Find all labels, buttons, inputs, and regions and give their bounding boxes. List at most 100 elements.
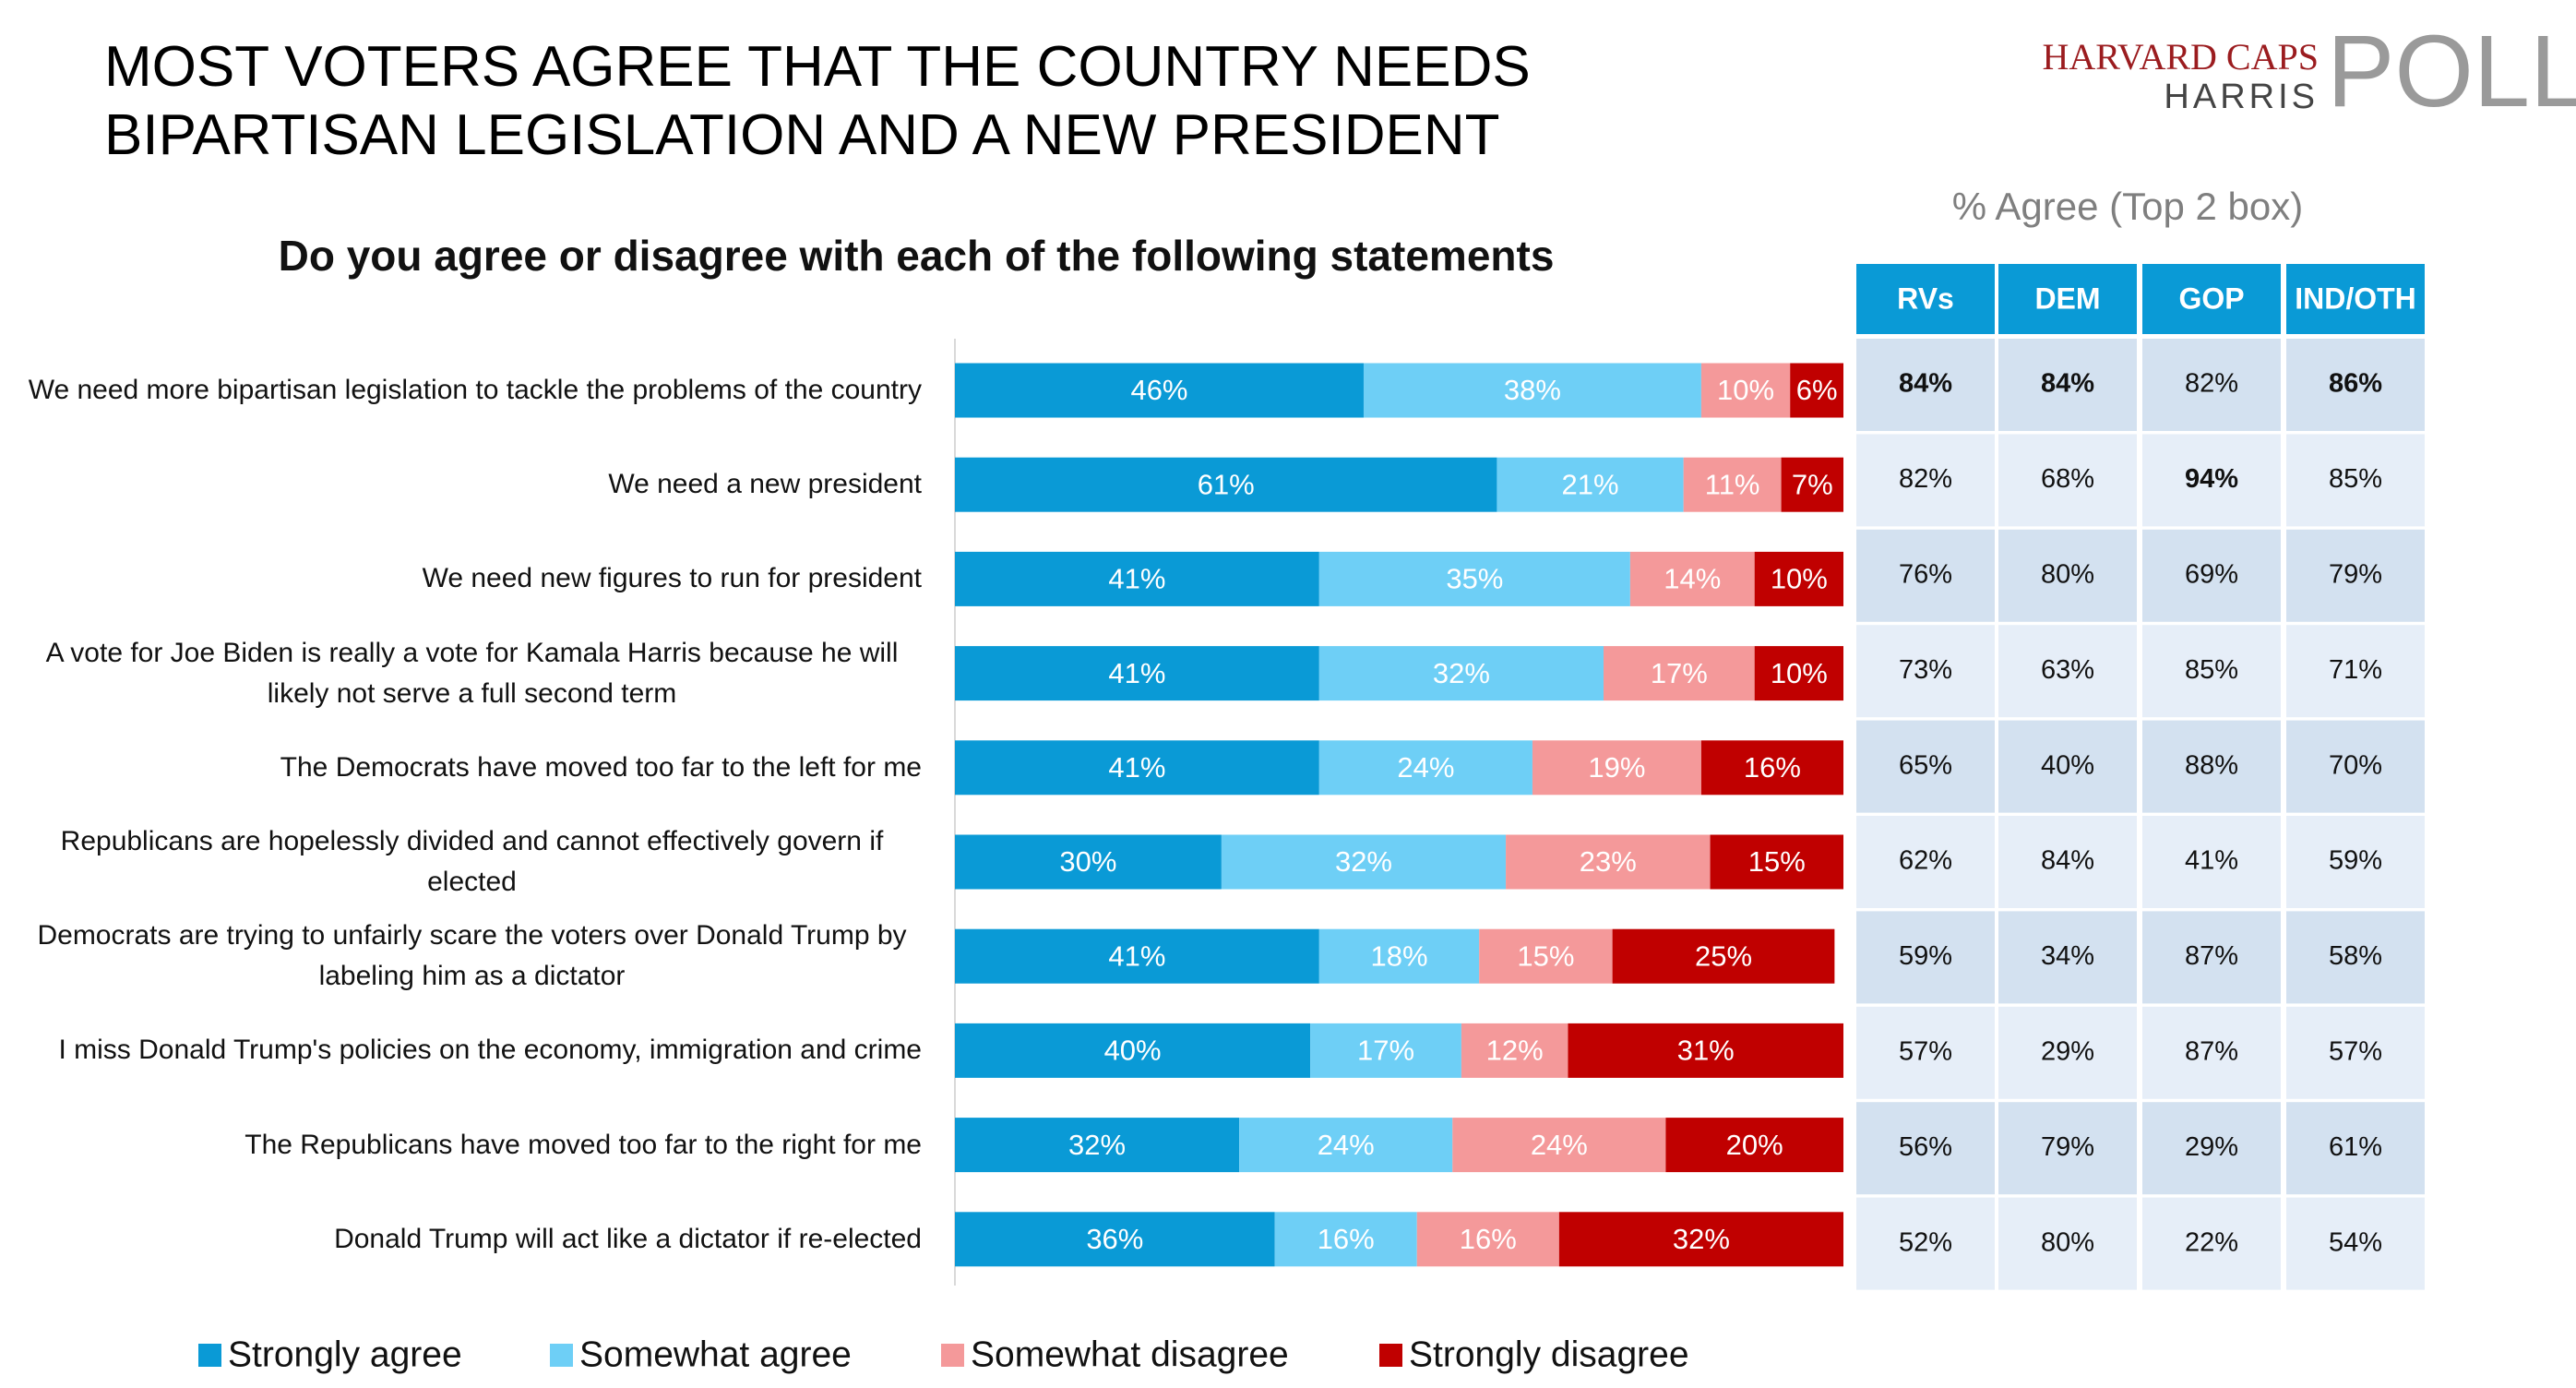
table-cell-text: 61% xyxy=(2329,1132,2382,1162)
bar-segment xyxy=(1790,363,1843,418)
table-cell-text: 56% xyxy=(1899,1132,1952,1162)
logo-word: POLL xyxy=(2327,15,2576,128)
value-label: 15% xyxy=(1748,845,1806,878)
value-label: 41% xyxy=(1108,751,1165,784)
bar-segment xyxy=(1754,646,1843,701)
category-label-box: Democrats are trying to unfairly scare t… xyxy=(8,910,922,1002)
table-cell-text: 80% xyxy=(2041,1227,2094,1257)
table-cell xyxy=(1856,720,1995,813)
legend-label: Strongly disagree xyxy=(1409,1334,1689,1374)
value-label: 10% xyxy=(1771,563,1828,595)
table-cell xyxy=(1856,339,1995,431)
category-label: Donald Trump will act like a dictator if… xyxy=(334,1223,922,1254)
value-label: 18% xyxy=(1370,939,1427,972)
bar-segment xyxy=(1506,834,1711,890)
table-cell xyxy=(1998,339,2137,431)
bar-segment xyxy=(1710,834,1843,890)
table-cell-text: 57% xyxy=(2329,1036,2382,1066)
bar-segment xyxy=(955,551,1319,606)
table-cell xyxy=(2142,816,2281,908)
table-cell xyxy=(2286,720,2425,813)
table-cell xyxy=(1998,816,2137,908)
category-label-box: I miss Donald Trump's policies on the ec… xyxy=(8,1004,922,1096)
table-cell xyxy=(2286,529,2425,622)
value-label: 24% xyxy=(1531,1129,1588,1161)
value-label: 30% xyxy=(1059,845,1116,878)
category-label: A vote for Joe Biden is really a vote fo… xyxy=(45,637,899,709)
table-header: DEM xyxy=(2034,281,2100,315)
bar-segment xyxy=(1568,1023,1843,1078)
table-cell-text: 73% xyxy=(1899,655,1952,685)
table-cell xyxy=(1998,529,2137,622)
value-label: 6% xyxy=(1796,374,1838,406)
bar-segment xyxy=(1310,1023,1461,1078)
table-header-cell xyxy=(1998,264,2137,334)
bar-segment xyxy=(1497,457,1684,512)
table-cell xyxy=(2142,529,2281,622)
table-title: % Agree (Top 2 box) xyxy=(1952,185,2304,228)
bar-segment xyxy=(1318,928,1480,984)
table-cell xyxy=(2286,816,2425,908)
category-label-box: We need more bipartisan legislation to t… xyxy=(8,344,922,437)
table-cell xyxy=(1856,434,1995,527)
table-cell-text: 88% xyxy=(2185,750,2238,780)
table-cell xyxy=(1856,816,1995,908)
table-header: RVs xyxy=(1897,281,1954,315)
category-label-box: We need new figures to run for president xyxy=(8,532,922,625)
table-cell-text: 76% xyxy=(1899,559,1952,589)
table-cell xyxy=(2142,1197,2281,1290)
bar-segment xyxy=(1363,363,1701,418)
category-label: The Republicans have moved too far to th… xyxy=(244,1129,922,1160)
bar-segment xyxy=(1461,1023,1568,1078)
table-cell xyxy=(1856,1197,1995,1290)
table-cell xyxy=(1856,529,1995,622)
chart-subtitle: Do you agree or disagree with each of th… xyxy=(279,232,1555,280)
table-cell xyxy=(2142,625,2281,718)
bar-segment xyxy=(1700,740,1843,796)
value-label: 15% xyxy=(1517,939,1574,972)
table-cell xyxy=(1998,434,2137,527)
table-cell-text: 79% xyxy=(2329,559,2382,589)
chart-title: MOST VOTERS AGREE THAT THE COUNTRY NEEDS… xyxy=(104,35,1531,167)
table-cell xyxy=(2286,911,2425,1004)
table-cell-text: 84% xyxy=(2041,369,2094,399)
table-cell-text: 29% xyxy=(2185,1132,2238,1162)
table-cell-text: 54% xyxy=(2329,1227,2382,1257)
value-label: 16% xyxy=(1460,1223,1517,1255)
category-label: We need a new president xyxy=(608,469,922,500)
bar-segment xyxy=(1479,928,1613,984)
legend-swatch xyxy=(941,1344,964,1367)
table-cell xyxy=(2142,339,2281,431)
category-label: Republicans are hopelessly divided and c… xyxy=(60,826,884,897)
value-label: 36% xyxy=(1086,1223,1143,1255)
legend-label: Somewhat agree xyxy=(579,1334,852,1374)
table-cell xyxy=(1856,1102,1995,1195)
table-cell-text: 62% xyxy=(1899,846,1952,876)
value-label: 11% xyxy=(1705,468,1760,500)
bar-segment xyxy=(1700,363,1791,418)
legend-label: Somewhat disagree xyxy=(971,1334,1289,1374)
table-cell xyxy=(2286,1197,2425,1290)
table-cell-text: 82% xyxy=(1899,464,1952,494)
table-cell xyxy=(1856,911,1995,1004)
bar-segment xyxy=(1274,1212,1417,1267)
value-label: 31% xyxy=(1677,1035,1735,1067)
bar-segment xyxy=(1221,834,1507,890)
table-cell-text: 71% xyxy=(2329,655,2382,685)
table-cell-text: 70% xyxy=(2329,750,2382,780)
category-label-box: The Republicans have moved too far to th… xyxy=(8,1099,922,1191)
bar-segment xyxy=(955,1023,1311,1078)
table-cell-text: 41% xyxy=(2185,846,2238,876)
value-label: 41% xyxy=(1108,939,1165,972)
category-label: We need more bipartisan legislation to t… xyxy=(28,375,922,405)
table-cell xyxy=(1998,1197,2137,1290)
table-cell-text: 65% xyxy=(1899,750,1952,780)
table-cell-text: 87% xyxy=(2185,1036,2238,1066)
value-label: 41% xyxy=(1108,657,1165,689)
bar-segment xyxy=(1318,646,1604,701)
bar-segment xyxy=(1629,551,1755,606)
table-cell xyxy=(1856,625,1995,718)
table-cell-text: 87% xyxy=(2185,941,2238,971)
table-cell-text: 59% xyxy=(1899,941,1952,971)
